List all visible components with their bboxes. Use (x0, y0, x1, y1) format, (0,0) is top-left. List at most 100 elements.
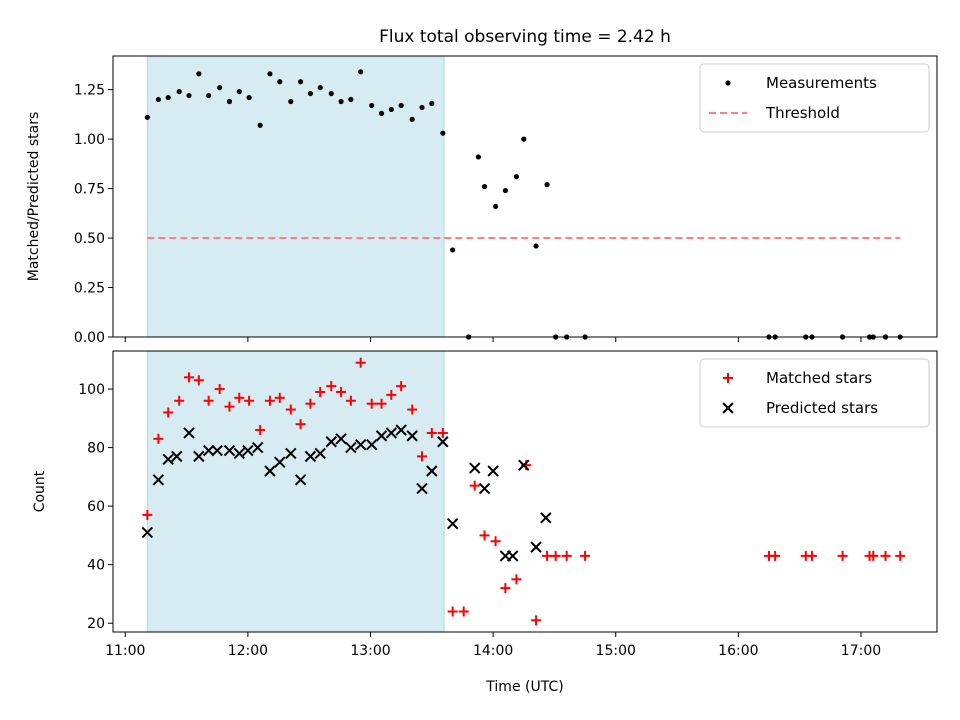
matched-star-point (244, 395, 255, 406)
matched-star-point (142, 509, 153, 520)
matched-star-point (868, 550, 879, 561)
y-tick-label: 0.50 (74, 231, 105, 247)
matched-star-point (407, 404, 418, 415)
matched-star-point (355, 357, 366, 368)
matched-star-point (295, 419, 306, 430)
predicted-star-stroke (285, 447, 297, 460)
measurement-point (492, 203, 499, 209)
measurement-point (206, 92, 212, 99)
predicted-star-point (540, 512, 552, 524)
matched-star-point (255, 425, 266, 436)
legend-measurement-marker (725, 80, 731, 86)
predicted-star-stroke (426, 465, 438, 477)
predicted-star-point (233, 447, 246, 460)
predicted-star-stroke (366, 438, 378, 451)
predicted-star-point (152, 474, 165, 486)
axes-frame (112, 350, 938, 633)
predicted-star-stroke (518, 459, 530, 471)
measurement-point (226, 98, 233, 105)
predicted-star-point (285, 447, 297, 460)
predicted-star-point (426, 465, 438, 477)
y-tick-label: 20 (87, 616, 105, 632)
measurement-point (369, 102, 375, 109)
measurement-point (317, 85, 323, 91)
measurement-point (236, 89, 242, 95)
predicted-star-stroke (335, 433, 347, 445)
matched-star-point (542, 550, 553, 561)
predicted-star-stroke (385, 427, 398, 439)
predicted-star-stroke (242, 444, 254, 457)
predicted-star-point (193, 450, 205, 463)
matched-star-point (479, 530, 490, 541)
matched-star-point (500, 583, 511, 594)
measurement-point (277, 79, 283, 85)
y-tick-label: 1.00 (74, 132, 105, 148)
matched-star-point (580, 550, 591, 561)
observing-window-shade (146, 350, 445, 633)
predicted-star-stroke (395, 424, 407, 436)
matched-star-point (417, 451, 427, 462)
matched-star-point (153, 433, 164, 444)
measurement-point (398, 102, 404, 109)
predicted-star-point (487, 465, 499, 477)
predicted-star-point (171, 450, 183, 463)
matched-star-point (203, 395, 214, 406)
matched-star-point (366, 398, 377, 409)
measurement-point (419, 104, 425, 111)
y-tick-label: 0.00 (74, 330, 105, 346)
predicted-star-point (446, 517, 459, 530)
y-tick-label: 80 (87, 441, 105, 457)
measurement-point (155, 96, 161, 103)
predicted-star-stroke (152, 474, 165, 486)
measurement-point (440, 130, 446, 136)
x-tick-label: 15:00 (596, 643, 636, 659)
predicted-star-stroke (183, 427, 195, 439)
matched-star-point (326, 381, 337, 392)
top-panel-ratio: 0.00 0.25 0.50 0.75 1.00 1.25 Matched/Predicte… (26, 55, 938, 346)
predicted-star-stroke (264, 465, 276, 477)
predicted-star-stroke (233, 447, 246, 460)
predicted-star-stroke (223, 444, 236, 457)
matched-star-point (396, 381, 407, 392)
matched-star-point (895, 550, 906, 561)
plot-area (141, 357, 906, 626)
predicted-star-stroke (171, 450, 183, 463)
legend-label: Measurements (766, 74, 877, 92)
measurement-point (176, 89, 182, 95)
predicted-star-point (507, 550, 519, 562)
matched-star-point (770, 550, 781, 561)
predicted-star-stroke (251, 441, 264, 454)
chart-title: Flux total observing time = 2.42 h (379, 27, 671, 47)
axes-frame (112, 55, 938, 338)
matched-star-point (234, 392, 245, 403)
measurement-point (429, 100, 435, 107)
matched-star-point (184, 372, 195, 383)
x-tick-label: 14:00 (473, 643, 513, 659)
predicted-star-point (274, 456, 286, 468)
measurement-point (409, 116, 415, 122)
x-tick-label: 13:00 (350, 643, 390, 659)
predicted-star-stroke (202, 444, 215, 457)
predicted-star-point (375, 430, 388, 442)
matched-star-point (458, 606, 469, 617)
predicted-star-point (183, 427, 195, 439)
measurement-point (144, 114, 150, 120)
measurement-point (475, 154, 482, 160)
predicted-star-point (469, 462, 481, 474)
measurement-point (298, 79, 304, 85)
matched-star-point (285, 404, 296, 415)
matched-star-point (305, 398, 316, 409)
y-tick-label: 100 (78, 382, 105, 398)
matched-star-point (531, 615, 542, 626)
matched-star-point (469, 480, 480, 491)
measurement-point (246, 94, 252, 101)
x-tick-label: 11:00 (105, 643, 145, 659)
legend-label: Predicted stars (766, 399, 878, 417)
y-tick-label: 60 (87, 499, 105, 515)
measurement-point (388, 106, 394, 113)
legend-predicted-marker (722, 402, 734, 414)
predicted-star-point (518, 459, 530, 471)
matched-star-point (376, 398, 387, 409)
legend: Measurements Threshold (699, 63, 930, 133)
